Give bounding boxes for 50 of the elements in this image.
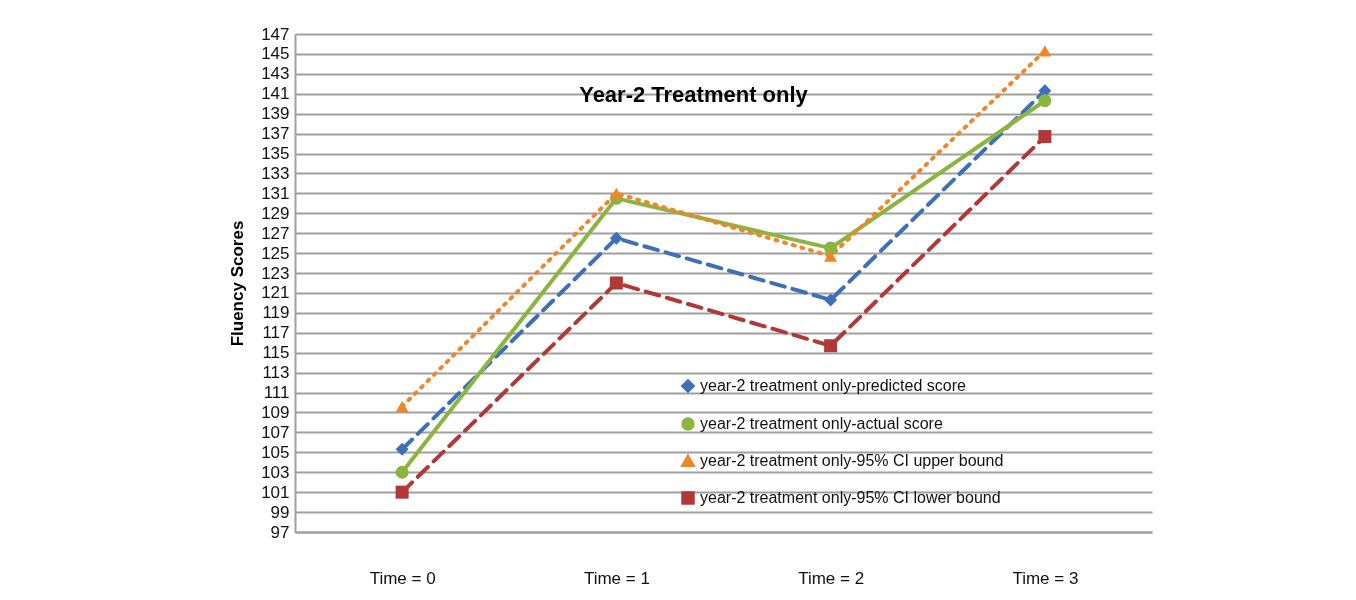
y-axis-title: Fluency Scores [228,220,248,347]
y-tick-label: 111 [263,383,290,403]
x-tick-label: Time = 1 [583,568,650,588]
legend-label: year-2 treatment only-95% CI lower bound [700,489,1001,506]
legend-label: year-2 treatment only-predicted score [700,377,966,394]
y-tick-label: 105 [261,442,290,462]
y-tick-label: 107 [261,422,290,442]
point [1038,94,1052,108]
y-tick-label: 123 [261,263,290,283]
y-tick-label: 121 [261,283,290,303]
point [824,293,838,307]
y-tick-label: 129 [261,203,290,223]
y-tick-label: 135 [261,144,290,164]
x-tick-label: Time = 3 [1012,568,1079,588]
y-tick-label: 141 [261,84,290,104]
point [609,276,623,290]
y-tick-label: 143 [261,64,290,84]
y-tick-label: 99 [270,502,290,522]
point [1038,130,1052,144]
y-tick-label: 103 [261,462,290,482]
point [824,339,838,353]
point [395,442,409,456]
y-tick-label: 125 [261,243,290,263]
y-tick-label: 131 [261,183,290,203]
y-tick-label: 145 [261,44,290,64]
point [824,241,838,255]
y-tick-label: 139 [261,104,290,124]
y-tick-label: 147 [261,24,290,44]
point [395,400,409,413]
y-tick-label: 117 [262,323,290,343]
y-tick-label: 97 [270,522,290,542]
point [395,465,409,479]
y-tick-label: 113 [262,363,290,383]
y-tick-label: 115 [262,343,290,363]
x-tick-label: Time = 0 [369,568,436,588]
y-tick-label: 137 [261,124,290,144]
legend-label: year-2 treatment only-actual score [700,415,943,432]
point [609,231,623,245]
point [609,187,623,200]
y-tick-label: 109 [261,402,290,422]
text: Year-2 Treatment only [579,82,809,107]
y-tick-label: 127 [261,223,290,243]
legend-label: year-2 treatment only-95% CI upper bound [700,452,1004,469]
point [395,485,409,499]
point [1038,45,1052,57]
y-tick-label: 101 [261,482,290,502]
point [824,250,838,262]
x-tick-label: Time = 2 [798,568,865,588]
y-tick-label: 133 [261,163,290,183]
y-tick-label: 119 [262,303,290,323]
